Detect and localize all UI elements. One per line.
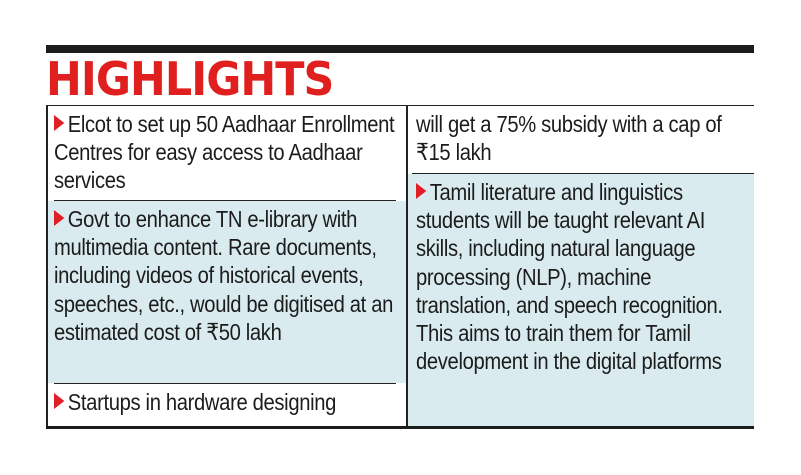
highlights-box: Elcot to set up 50 Aadhaar Enrollment Ce… [46, 105, 754, 429]
red-arrow-icon [54, 210, 65, 226]
highlight-text: Elcot to set up 50 Aadhaar Enrollment Ce… [54, 111, 395, 194]
highlight-item: Tamil literature and linguistics student… [408, 174, 754, 426]
left-column: Elcot to set up 50 Aadhaar Enrollment Ce… [46, 106, 408, 426]
red-arrow-icon [416, 183, 427, 199]
highlight-text: Startups in hardware designing [67, 389, 337, 415]
highlight-item: Govt to enhance TN e-library with multim… [48, 201, 406, 383]
divider [412, 173, 754, 174]
red-arrow-icon [54, 393, 65, 409]
right-column: will get a 75% subsidy with a cap of ₹15… [408, 106, 754, 426]
highlight-text: Govt to enhance TN e-library with multim… [54, 206, 394, 345]
highlight-item-continued: will get a 75% subsidy with a cap of ₹15… [408, 106, 754, 173]
highlight-text: will get a 75% subsidy with a cap of ₹15… [416, 111, 722, 166]
highlight-item: Elcot to set up 50 Aadhaar Enrollment Ce… [48, 106, 406, 200]
top-rule [46, 45, 754, 53]
highlight-text: Tamil literature and linguistics student… [416, 179, 723, 375]
divider [54, 200, 396, 201]
page-title: HIGHLIGHTS [46, 52, 334, 106]
highlight-item: Startups in hardware designing [48, 384, 406, 426]
red-arrow-icon [54, 115, 65, 131]
divider [54, 383, 396, 384]
